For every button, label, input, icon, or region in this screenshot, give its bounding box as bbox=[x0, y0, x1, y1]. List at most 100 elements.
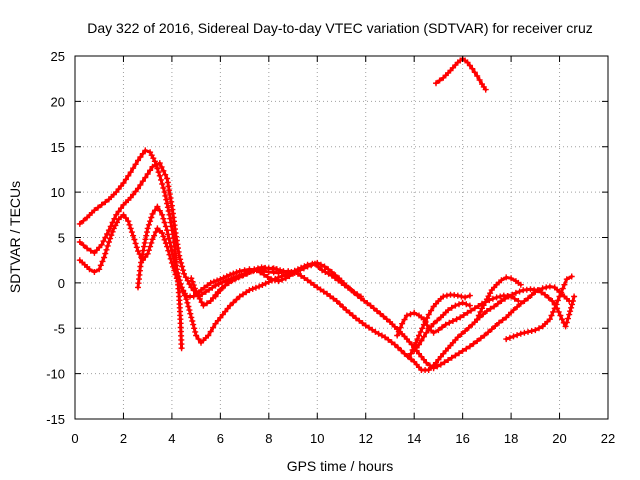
data-point-marker bbox=[133, 244, 140, 251]
chart-title: Day 322 of 2016, Sidereal Day-to-day VTE… bbox=[87, 20, 593, 36]
data-point-marker bbox=[569, 301, 575, 308]
data-point-marker bbox=[395, 344, 401, 351]
data-point-marker bbox=[424, 315, 431, 321]
data-point-marker bbox=[434, 317, 441, 324]
data-point-marker bbox=[369, 326, 376, 333]
data-point-marker bbox=[418, 337, 425, 344]
data-point-marker bbox=[212, 292, 219, 298]
data-point-marker bbox=[173, 266, 180, 273]
data-point-marker bbox=[240, 272, 247, 279]
data-point-marker bbox=[225, 279, 232, 286]
data-point-marker bbox=[487, 290, 494, 297]
data-point-marker bbox=[430, 365, 437, 372]
data-point-marker bbox=[469, 65, 476, 72]
data-point-marker bbox=[160, 167, 167, 174]
data-point-marker bbox=[286, 273, 293, 280]
data-point-marker bbox=[76, 239, 83, 245]
data-point-marker bbox=[160, 185, 167, 191]
data-point-marker bbox=[264, 274, 271, 280]
data-point-marker bbox=[314, 284, 321, 291]
data-point-marker bbox=[477, 335, 484, 342]
data-point-marker bbox=[76, 220, 83, 227]
data-point-marker bbox=[307, 279, 314, 286]
data-point-marker bbox=[406, 354, 413, 361]
data-point-marker bbox=[257, 269, 264, 276]
data-point-marker bbox=[297, 267, 304, 274]
data-point-marker bbox=[190, 282, 197, 289]
data-point-marker bbox=[412, 339, 419, 346]
data-point-marker bbox=[550, 308, 557, 315]
data-point-marker bbox=[446, 319, 453, 326]
y-tick-labels: 25 20 15 10 5 0 -5 -10 -15 bbox=[46, 49, 65, 427]
axis-ticks bbox=[74, 55, 609, 420]
data-point-marker bbox=[463, 301, 470, 308]
data-point-marker bbox=[184, 277, 191, 284]
y-tick-label: 0 bbox=[58, 276, 65, 291]
data-point-marker bbox=[236, 273, 243, 280]
data-point-marker bbox=[416, 332, 422, 339]
data-point-marker bbox=[195, 336, 202, 343]
data-point-marker bbox=[162, 223, 169, 230]
series-track-11 bbox=[503, 273, 575, 343]
data-point-marker bbox=[148, 214, 155, 221]
x-tick-label: 14 bbox=[407, 431, 421, 446]
data-point-marker bbox=[458, 331, 465, 338]
data-point-marker bbox=[304, 277, 311, 284]
data-point-marker bbox=[367, 302, 374, 309]
data-point-marker bbox=[496, 319, 502, 326]
data-point-marker bbox=[445, 357, 452, 363]
data-point-marker bbox=[161, 189, 168, 196]
data-point-marker bbox=[98, 201, 105, 208]
data-point-marker bbox=[144, 225, 151, 232]
data-point-marker bbox=[174, 269, 181, 276]
data-point-marker bbox=[476, 77, 483, 83]
data-point-marker bbox=[549, 298, 556, 304]
data-point-marker bbox=[159, 181, 166, 187]
data-point-marker bbox=[147, 167, 154, 174]
data-point-marker bbox=[262, 280, 269, 287]
data-point-marker bbox=[220, 274, 227, 281]
data-point-marker bbox=[210, 324, 217, 331]
data-point-marker bbox=[169, 251, 176, 258]
data-point-marker bbox=[372, 328, 379, 335]
data-point-marker bbox=[439, 324, 445, 331]
data-point-marker bbox=[383, 316, 390, 323]
data-point-marker bbox=[84, 245, 91, 252]
data-point-marker bbox=[521, 329, 528, 336]
data-point-marker bbox=[97, 262, 104, 269]
data-point-marker bbox=[338, 279, 345, 286]
data-point-marker bbox=[256, 283, 263, 290]
data-point-marker bbox=[222, 282, 229, 289]
data-point-marker bbox=[351, 289, 358, 296]
data-point-marker bbox=[99, 258, 106, 265]
data-point-marker bbox=[113, 211, 120, 218]
data-point-marker bbox=[430, 320, 437, 327]
data-point-marker bbox=[158, 163, 165, 170]
data-point-marker bbox=[214, 277, 221, 284]
data-point-marker bbox=[493, 294, 500, 301]
data-point-marker bbox=[341, 282, 348, 289]
data-point-marker bbox=[209, 284, 216, 291]
data-point-marker bbox=[555, 308, 562, 315]
x-tick-label: 0 bbox=[71, 431, 78, 446]
data-point-marker bbox=[187, 310, 194, 317]
data-point-marker bbox=[249, 285, 256, 292]
data-point-marker bbox=[498, 298, 505, 304]
data-point-marker bbox=[525, 295, 531, 302]
y-tick-label: -15 bbox=[46, 412, 65, 427]
data-point-marker bbox=[466, 302, 473, 309]
data-point-marker bbox=[458, 293, 465, 300]
data-point-marker bbox=[503, 274, 510, 281]
data-point-marker bbox=[125, 218, 132, 225]
data-point-marker bbox=[217, 314, 224, 321]
data-point-marker bbox=[428, 307, 435, 314]
data-point-marker bbox=[193, 332, 200, 339]
data-point-marker bbox=[188, 314, 195, 321]
data-point-marker bbox=[206, 286, 213, 293]
data-point-marker bbox=[149, 236, 156, 243]
data-point-marker bbox=[411, 309, 418, 316]
data-point-marker bbox=[378, 332, 385, 339]
data-point-marker bbox=[536, 287, 542, 294]
data-point-marker bbox=[120, 211, 127, 218]
data-point-marker bbox=[498, 277, 505, 284]
